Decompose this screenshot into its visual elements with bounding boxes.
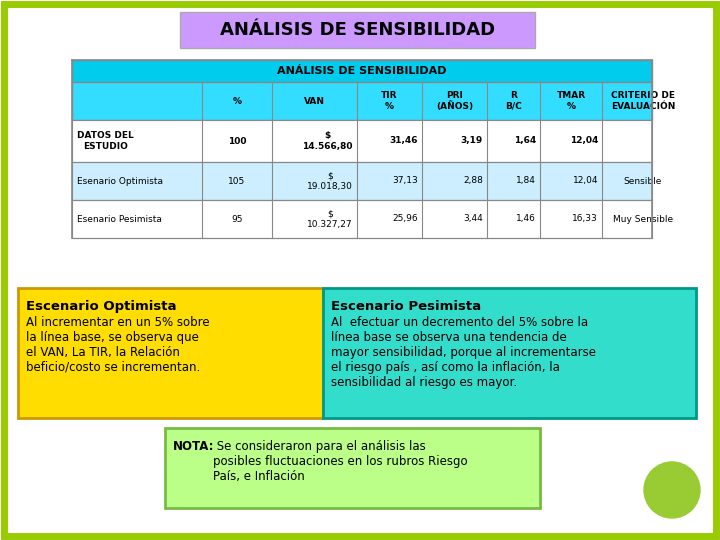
Text: R
B/C: R B/C: [505, 91, 522, 111]
Bar: [72, 82, 652, 120]
Text: 12,04: 12,04: [570, 137, 598, 145]
Text: NOTA:: NOTA:: [173, 440, 215, 453]
Text: Se consideraron para el análisis las
posibles fluctuaciones en los rubros Riesgo: Se consideraron para el análisis las pos…: [213, 440, 467, 483]
Text: 31,46: 31,46: [390, 137, 418, 145]
Bar: [323, 288, 696, 418]
Bar: [72, 200, 652, 238]
Text: 95: 95: [231, 214, 243, 224]
Text: Al incrementar en un 5% sobre
la línea base, se observa que
el VAN, La TIR, la R: Al incrementar en un 5% sobre la línea b…: [26, 316, 210, 374]
Text: $
14.566,80: $ 14.566,80: [302, 131, 353, 151]
Bar: [180, 12, 535, 48]
Text: Muy Sensible: Muy Sensible: [613, 214, 673, 224]
Text: VAN: VAN: [304, 97, 325, 105]
Bar: [72, 162, 652, 200]
Text: 1,64: 1,64: [514, 137, 536, 145]
Text: 3,44: 3,44: [463, 214, 483, 224]
Text: 1,84: 1,84: [516, 177, 536, 186]
Text: 1,46: 1,46: [516, 214, 536, 224]
Bar: [18, 288, 323, 418]
Bar: [72, 60, 652, 82]
Text: Sensible: Sensible: [624, 177, 662, 186]
Text: PRI
(AÑOS): PRI (AÑOS): [436, 91, 473, 111]
Circle shape: [644, 462, 700, 518]
Text: TMAR
%: TMAR %: [557, 91, 585, 111]
Text: DATOS DEL
ESTUDIO: DATOS DEL ESTUDIO: [77, 131, 134, 151]
Text: 12,04: 12,04: [572, 177, 598, 186]
Text: 100: 100: [228, 137, 246, 145]
Text: 2,88: 2,88: [463, 177, 483, 186]
Text: Esenario Optimista: Esenario Optimista: [77, 177, 163, 186]
Text: $
19.018,30: $ 19.018,30: [307, 171, 353, 191]
Text: 25,96: 25,96: [392, 214, 418, 224]
Text: Esenario Pesimista: Esenario Pesimista: [77, 214, 162, 224]
Text: 105: 105: [228, 177, 246, 186]
Bar: [72, 120, 652, 162]
Text: 16,33: 16,33: [572, 214, 598, 224]
Text: $
10.327,27: $ 10.327,27: [307, 210, 353, 229]
Text: ANÁLISIS DE SENSIBILIDAD: ANÁLISIS DE SENSIBILIDAD: [277, 66, 446, 76]
Text: Escenario Pesimista: Escenario Pesimista: [331, 300, 481, 313]
Text: Al  efectuar un decremento del 5% sobre la
línea base se observa una tendencia d: Al efectuar un decremento del 5% sobre l…: [331, 316, 596, 389]
Text: Escenario Optimista: Escenario Optimista: [26, 300, 176, 313]
Text: %: %: [233, 97, 241, 105]
Text: CRITERIO DE
EVALUACIÓN: CRITERIO DE EVALUACIÓN: [611, 91, 675, 111]
Text: ANÁLISIS DE SENSIBILIDAD: ANÁLISIS DE SENSIBILIDAD: [220, 21, 495, 39]
Text: TIR
%: TIR %: [382, 91, 397, 111]
Text: 37,13: 37,13: [392, 177, 418, 186]
Bar: [165, 428, 540, 508]
Text: 3,19: 3,19: [461, 137, 483, 145]
